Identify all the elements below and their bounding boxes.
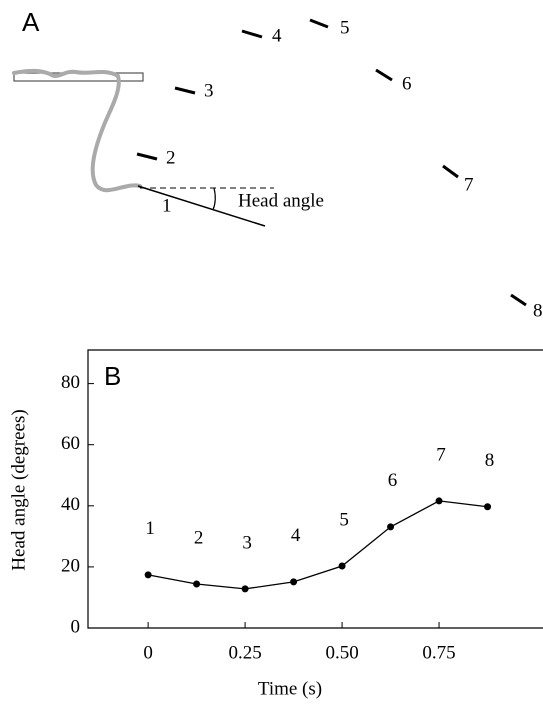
data-point (338, 562, 346, 570)
data-line (148, 500, 488, 590)
point-label: 7 (436, 444, 446, 465)
x-tick-label: 0.25 (228, 642, 261, 663)
data-point (193, 580, 201, 588)
head-mark (442, 164, 459, 179)
axis-frame (87, 349, 543, 629)
point-label: 2 (194, 527, 204, 548)
point-label: 8 (485, 450, 495, 471)
point-label: 4 (291, 525, 301, 546)
panel-label: B (104, 361, 121, 391)
data-point (144, 571, 152, 579)
head-mark (375, 68, 393, 82)
head-mark (241, 29, 263, 39)
y-axis-label: Head angle (degrees) (8, 409, 29, 570)
head-marks (136, 18, 527, 307)
frame-label: 3 (204, 80, 214, 101)
x-axis-label: Time (s) (258, 678, 322, 699)
frame-label: 5 (340, 17, 350, 38)
data-point (241, 585, 249, 593)
frame-label: 4 (272, 25, 282, 46)
y-tick-label: 0 (71, 616, 81, 637)
frame-label: 2 (166, 147, 176, 168)
data-point (435, 497, 443, 505)
point-label: 3 (242, 532, 252, 553)
angle-arc (212, 187, 216, 211)
frame-label: 1 (162, 195, 172, 216)
y-tick-label: 60 (61, 433, 80, 454)
head-mark (136, 152, 158, 161)
worm (12, 68, 142, 193)
data-point (290, 578, 298, 586)
frame-label: 8 (533, 300, 543, 321)
x-tick-label: 0.50 (325, 642, 358, 663)
panel-label: A (22, 7, 40, 37)
point-label: 1 (145, 518, 155, 539)
y-tick-label: 40 (61, 494, 80, 515)
head-mark (309, 18, 329, 29)
head-mark (510, 293, 527, 307)
data-point (484, 503, 492, 511)
frame-label: 7 (464, 174, 474, 195)
head-line (137, 185, 266, 227)
x-tick-label: 0.75 (422, 642, 455, 663)
y-tick-label: 20 (61, 555, 80, 576)
data-point (387, 523, 395, 531)
point-label: 5 (339, 509, 349, 530)
y-tick-label: 80 (61, 372, 80, 393)
x-tick-label: 0 (143, 642, 153, 663)
frame-label: 6 (402, 73, 412, 94)
angle-label: Head angle (238, 190, 324, 211)
point-label: 6 (388, 470, 398, 491)
head-mark (174, 86, 196, 95)
